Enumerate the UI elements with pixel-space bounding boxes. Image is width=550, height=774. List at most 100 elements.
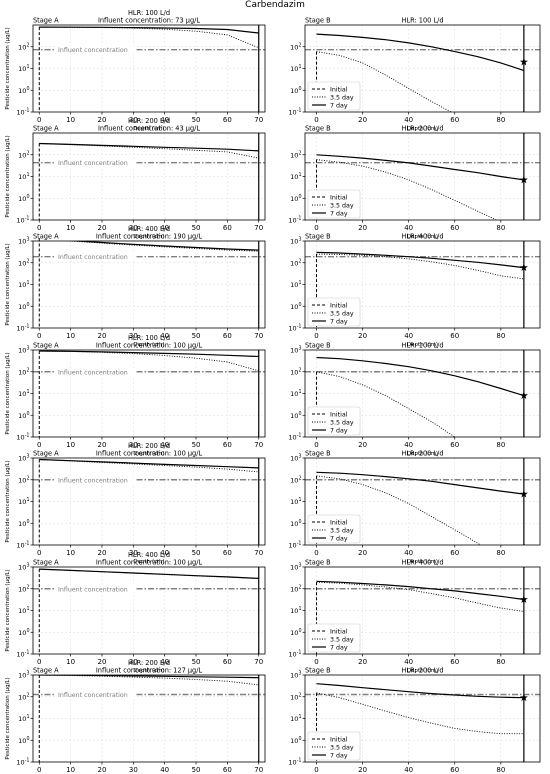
y-tick-label: 100 [18, 194, 29, 203]
hlr-label: HLR: 200 L/d [401, 667, 443, 675]
effluent-star-marker [519, 263, 528, 271]
x-tick-label: 60 [450, 549, 459, 557]
y-tick-label: 101 [18, 64, 29, 73]
x-axis-label: Depth (cm) [133, 234, 164, 240]
x-tick-label: 10 [66, 332, 75, 340]
legend-label: 7 day [330, 318, 348, 325]
stage-label: Stage B [305, 342, 331, 350]
x-tick-label: 70 [254, 116, 263, 124]
hlr-label: HLR: 100 L/d [401, 342, 443, 350]
x-tick-label: 20 [358, 332, 367, 340]
legend-box [307, 623, 361, 653]
x-tick-label: 10 [66, 116, 75, 124]
x-axis-label: Depth (cm) [133, 451, 164, 457]
chart-panel-13: 0 20 40 60 80 10-1 100 101 102 103 Depth (cm) Stage… [288, 667, 541, 774]
series-line-7day [39, 26, 259, 34]
x-tick-label: 0 [37, 224, 41, 232]
y-tick-label: 102 [290, 42, 301, 51]
series-line-3-5day [39, 675, 259, 686]
stage-label: Stage A [33, 450, 59, 458]
y-tick-label: 103 [18, 563, 29, 572]
stage-label: Stage A [33, 125, 59, 133]
y-tick-label: 101 [18, 280, 29, 289]
series-line-7day [316, 683, 524, 699]
y-tick-label: 10-1 [16, 650, 29, 659]
x-tick-label: 0 [37, 332, 41, 340]
y-tick-label: 10-1 [288, 108, 301, 117]
y-tick-label: 100 [18, 302, 29, 311]
legend-box [307, 731, 361, 761]
y-tick-label: 100 [18, 628, 29, 637]
influent-concentration-title: Influent concentration: 190 µg/L [96, 233, 203, 241]
x-tick-label: 70 [254, 224, 263, 232]
x-tick-label: 20 [98, 549, 107, 557]
y-tick-label: 102 [290, 475, 301, 484]
legend-label: 7 day [330, 102, 348, 109]
y-tick-label: 102 [18, 692, 29, 701]
y-tick-label: 100 [290, 194, 301, 203]
x-axis-label: Depth (cm) [133, 342, 164, 348]
series-line-3-5day [316, 692, 524, 735]
x-tick-label: 40 [404, 441, 413, 449]
legend-label: 3.5 day [330, 310, 354, 317]
influent-concentration-title: Influent concentration: 100 µg/L [96, 559, 203, 567]
x-tick-label: 50 [192, 766, 201, 774]
y-tick-label: 101 [290, 389, 301, 398]
x-tick-label: 40 [160, 116, 169, 124]
chart-panel-1: 0 20 40 60 80 10-1 100 101 102 Depth (cm) Stage B H… [288, 17, 541, 132]
y-tick-label: 102 [18, 475, 29, 484]
y-tick-label: 103 [290, 237, 301, 246]
y-tick-label: 101 [290, 497, 301, 506]
legend-label: Initial [330, 628, 348, 635]
series-line-3-5day [316, 159, 498, 220]
y-tick-label: 100 [290, 411, 301, 420]
x-tick-label: 0 [314, 332, 318, 340]
legend-label: 7 day [330, 752, 348, 759]
effluent-star-marker [519, 595, 528, 603]
y-tick-label: 102 [290, 367, 301, 376]
x-tick-label: 0 [37, 766, 41, 774]
series-line-7day [39, 675, 259, 679]
y-tick-label: 100 [18, 736, 29, 745]
y-tick-label: 103 [18, 346, 29, 355]
x-tick-label: 80 [496, 549, 505, 557]
x-tick-label: 30 [129, 549, 138, 557]
influent-label-bg [56, 584, 136, 593]
hlr-label: HLR: 100 L/d [128, 9, 170, 17]
x-tick-label: 80 [496, 766, 505, 774]
series-line-7day [316, 580, 524, 601]
y-axis-label: Pesticide concentration (µg/L) [5, 677, 11, 759]
hlr-label: HLR: 400 L/d [128, 225, 170, 233]
stage-label: Stage A [33, 233, 59, 241]
x-tick-label: 40 [404, 332, 413, 340]
x-axis-label: Depth (cm) [407, 126, 438, 132]
influent-label-bg [56, 45, 136, 54]
y-tick-label: 10-1 [16, 758, 29, 767]
series-line-7day [69, 241, 259, 251]
y-tick-label: 10-1 [16, 216, 29, 225]
influent-concentration-title: Influent concentration: 73 µg/L [98, 17, 200, 25]
chart-panel-9: 0 20 40 60 80 10-1 100 101 102 103 Depth (cm) Stage… [288, 450, 541, 565]
x-tick-label: 60 [450, 658, 459, 666]
influent-label: Influent concentration [58, 369, 128, 376]
y-tick-label: 100 [18, 411, 29, 420]
x-tick-label: 70 [254, 332, 263, 340]
y-tick-label: 100 [290, 302, 301, 311]
y-tick-label: 101 [18, 172, 29, 181]
influent-concentration-title: Influent concentration: 127 µg/L [96, 667, 203, 675]
y-tick-label: 102 [290, 150, 301, 159]
x-tick-label: 40 [160, 549, 169, 557]
influent-label-bg [56, 158, 136, 167]
x-tick-label: 60 [450, 766, 459, 774]
hlr-label: HLR: 200 L/d [128, 659, 170, 667]
x-tick-label: 10 [66, 658, 75, 666]
x-tick-label: 60 [450, 224, 459, 232]
x-tick-label: 0 [314, 224, 318, 232]
legend-label: 3.5 day [330, 744, 354, 751]
series-line-3-5day [316, 371, 456, 437]
y-tick-label: 102 [290, 258, 301, 267]
